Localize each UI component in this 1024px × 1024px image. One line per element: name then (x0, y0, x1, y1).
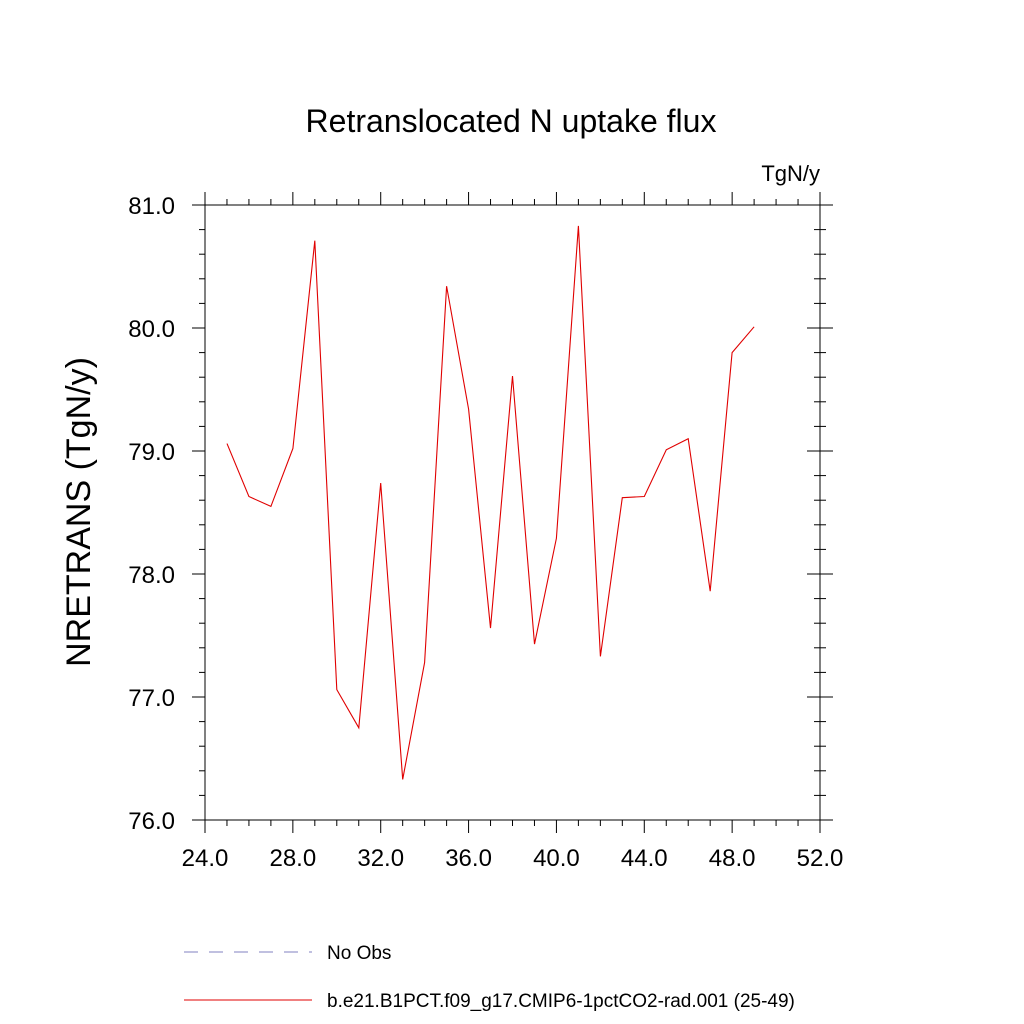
x-tick-label: 44.0 (621, 845, 668, 872)
minor-ticks (199, 199, 826, 826)
chart-title: Retranslocated N uptake flux (306, 103, 717, 139)
y-tick-label: 78.0 (128, 562, 175, 589)
y-tick-label: 80.0 (128, 316, 175, 343)
major-ticks (192, 192, 833, 833)
x-tick-label: 40.0 (533, 845, 580, 872)
y-tick-label: 81.0 (128, 193, 175, 220)
x-tick-label: 36.0 (445, 845, 492, 872)
x-tick-label: 24.0 (182, 845, 229, 872)
y-tick-label: 79.0 (128, 439, 175, 466)
x-tick-label: 52.0 (797, 845, 844, 872)
legend: No Obs b.e21.B1PCT.f09_g17.CMIP6-1pctCO2-… (184, 943, 795, 1012)
series-line-1 (226, 225, 755, 780)
y-axis-label: NRETRANS (TgN/y) (60, 357, 98, 667)
plot-frame (204, 204, 821, 821)
x-tick-label: 28.0 (269, 845, 316, 872)
units-label: TgN/y (761, 161, 820, 186)
y-tick-label: 77.0 (128, 685, 175, 712)
legend-label-1: b.e21.B1PCT.f09_g17.CMIP6-1pctCO2-rad.00… (327, 991, 795, 1012)
legend-label-0: No Obs (327, 943, 391, 964)
x-tick-labels: 24.0 28.0 32.0 36.0 40.0 44.0 48.0 52.0 (182, 845, 844, 872)
y-tick-label: 76.0 (128, 808, 175, 835)
y-tick-labels: 76.0 77.0 78.0 79.0 80.0 81.0 (128, 193, 175, 835)
x-tick-label: 48.0 (709, 845, 756, 872)
series-layer (226, 225, 755, 780)
x-tick-label: 32.0 (357, 845, 404, 872)
